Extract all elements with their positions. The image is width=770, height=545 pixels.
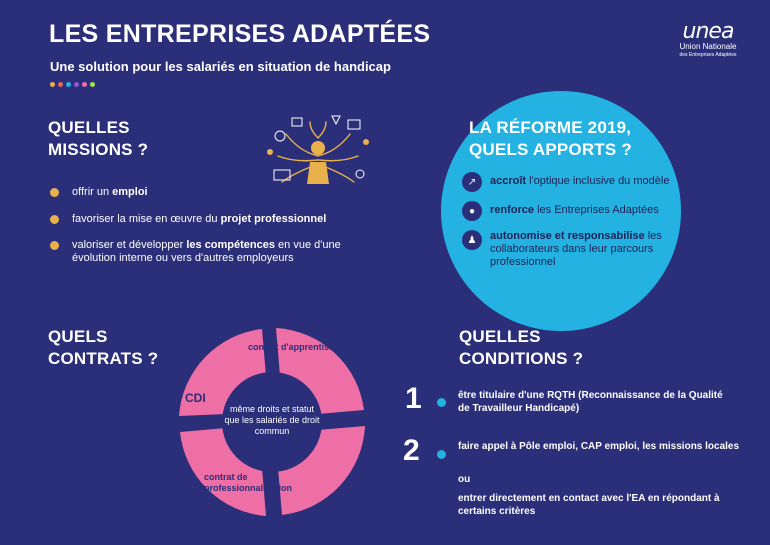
donut-segment: [180, 428, 266, 516]
donut-segment: [278, 426, 365, 515]
condition-number-2: 2: [403, 434, 420, 467]
reforme-title-line1: LA RÉFORME 2019,: [469, 118, 632, 137]
arrow-up-right-icon: ↗: [462, 172, 482, 192]
segment-label-professionnalisation: contrat de professionnalisation: [204, 472, 293, 493]
missions-title-line2: MISSIONS ?: [48, 140, 149, 159]
conditions-title-line2: CONDITIONS ?: [459, 349, 584, 368]
page-title: LES ENTREPRISES ADAPTÉES: [49, 20, 431, 48]
list-item: ↗ accroît l'optique inclusive du modèle: [462, 172, 678, 192]
segment-label-cdi: CDI: [185, 391, 206, 405]
dot: [82, 82, 87, 87]
condition-number-1: 1: [405, 382, 422, 415]
reforme-list: ↗ accroît l'optique inclusive du modèle …: [462, 172, 678, 269]
condition-1-text: être titulaire d'une RQTH (Reconnaissanc…: [458, 390, 723, 414]
dot: [58, 82, 63, 87]
donut-segment: [179, 329, 266, 416]
contrats-title: QUELS CONTRATS ?: [48, 326, 158, 370]
missions-list: offrir un emploi favoriser la mise en œu…: [50, 186, 380, 265]
condition-2-text: faire appel à Pôle emploi, CAP emploi, l…: [458, 441, 740, 452]
list-item: favoriser la mise en œuvre du projet pro…: [50, 213, 380, 226]
list-item: ● renforce les Entreprises Adaptées: [462, 201, 678, 221]
people-icon: ♟: [462, 230, 482, 250]
segment-label-apprentissage: contrat d'apprentissage: [248, 342, 350, 352]
conditions-title-line1: QUELLES: [459, 327, 541, 346]
flexed-arm-icon: ●: [462, 201, 482, 221]
dot: [90, 82, 95, 87]
unea-logo: unea Union Nationale des Entreprises Ada…: [672, 19, 744, 59]
logo-word: unea: [682, 19, 735, 44]
dot: [50, 82, 55, 87]
conditions-title: QUELLES CONDITIONS ?: [459, 326, 583, 370]
dot: [74, 82, 79, 87]
logo-line1: Union Nationale: [679, 42, 737, 51]
bullet-icon: [50, 241, 59, 250]
contrats-title-line2: CONTRATS ?: [48, 349, 159, 368]
contrats-title-line1: QUELS: [48, 327, 108, 346]
bullet-icon: [50, 215, 59, 224]
condition-alt-text: entrer directement en contact avec l'EA …: [458, 493, 720, 517]
contracts-donut: [179, 328, 365, 516]
decorative-dots: [50, 82, 95, 87]
missions-title: QUELLES MISSIONS ?: [48, 117, 148, 161]
missions-title-line1: QUELLES: [48, 118, 130, 137]
list-item: ♟ autonomise et responsabilise les colla…: [462, 230, 678, 269]
list-item: offrir un emploi: [50, 186, 380, 199]
condition-dot: [437, 450, 446, 459]
donut-segment: [276, 328, 364, 414]
condition-or: ou: [458, 474, 471, 485]
logo-line2: des Entreprises Adaptées: [679, 52, 737, 58]
reforme-title: LA RÉFORME 2019, QUELS APPORTS ?: [469, 117, 632, 161]
bullet-icon: [50, 188, 59, 197]
dot: [66, 82, 71, 87]
multitasking-person-illustration: [267, 115, 369, 184]
condition-dot: [437, 398, 446, 407]
list-item: valoriser et développer les compétences …: [50, 239, 380, 265]
donut-center-text: même droits et statut que les salariés d…: [224, 404, 320, 436]
page-subtitle: Une solution pour les salariés en situat…: [50, 59, 391, 74]
reforme-title-line2: QUELS APPORTS ?: [469, 140, 632, 159]
segment-label-cdd: CDD: [330, 416, 356, 430]
